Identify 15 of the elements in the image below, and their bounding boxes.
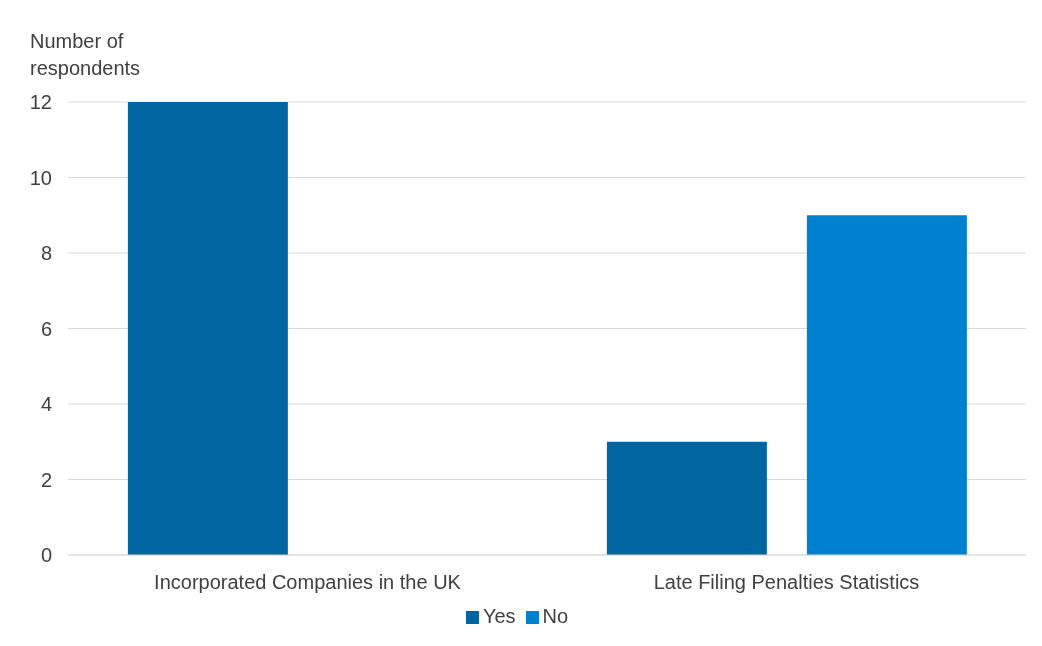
- bar: [127, 102, 288, 555]
- x-tick-label: Incorporated Companies in the UK: [154, 571, 462, 594]
- y-tick-label: 12: [29, 91, 52, 114]
- legend-label: Yes: [482, 605, 516, 627]
- y-tick-label: 0: [40, 544, 52, 567]
- bar: [606, 441, 767, 555]
- x-tick-label: Late Filing Penalties Statistics: [653, 571, 920, 594]
- y-tick-label: 6: [40, 317, 52, 340]
- y-tick-label: 8: [40, 242, 52, 265]
- y-tick-label: 2: [40, 468, 52, 491]
- y-tick-label: 4: [40, 393, 52, 416]
- bar: [806, 215, 967, 555]
- y-axis-title: Number of respondents: [30, 29, 142, 81]
- legend-label: No: [542, 605, 569, 627]
- y-tick-label: 10: [29, 166, 52, 189]
